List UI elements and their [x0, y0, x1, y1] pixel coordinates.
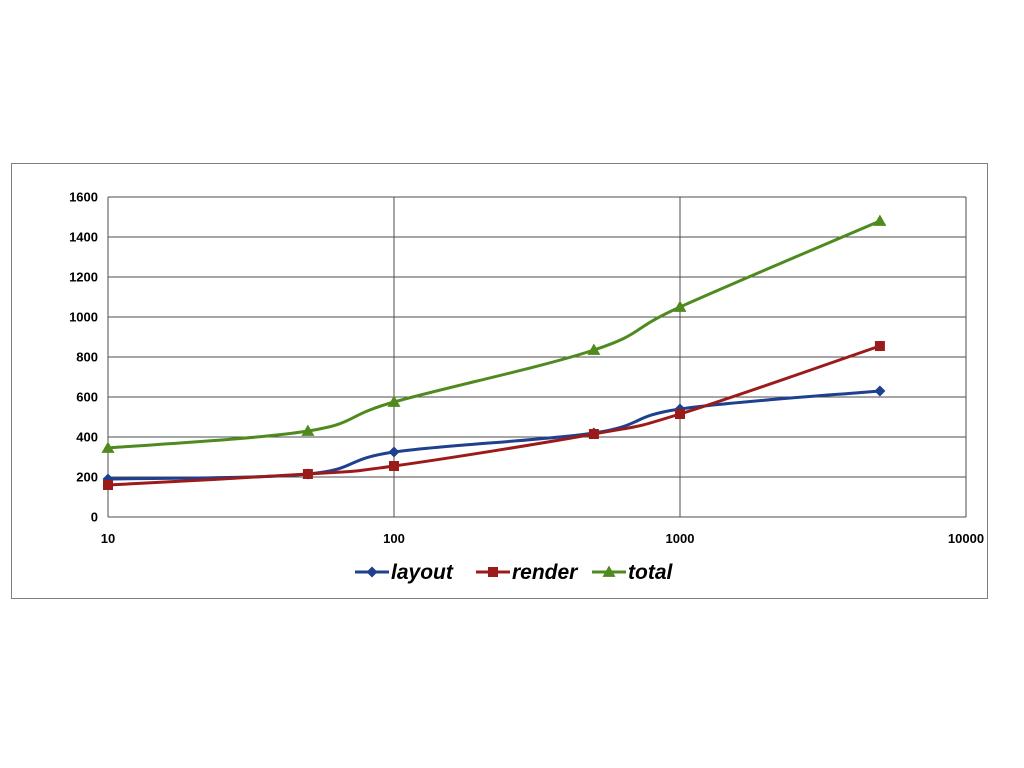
x-tick-label: 10000 [948, 531, 984, 546]
legend-entry-render: render [476, 561, 579, 584]
data-point-layout [388, 446, 400, 458]
legend-label: layout [391, 561, 454, 584]
x-tick-label: 1000 [666, 531, 695, 546]
y-tick-label: 1200 [69, 270, 98, 285]
series-line-total [106, 219, 882, 450]
legend-swatch-marker [488, 567, 498, 577]
legend-swatch-marker [602, 565, 616, 577]
series-line-render [106, 344, 882, 487]
series-lines [101, 214, 887, 490]
data-point-render [874, 341, 885, 351]
data-point-total [873, 214, 887, 226]
data-point-render [675, 409, 685, 419]
y-tick-label: 400 [76, 430, 98, 445]
legend-entry-layout: layout [355, 561, 454, 584]
x-tick-label: 10 [101, 531, 115, 546]
legend: layout render total [355, 561, 673, 584]
chart-frame: 0 200 400 600 800 1000 1200 1400 1600 10 100 1000 1… [11, 163, 988, 599]
data-point-total [387, 395, 401, 407]
x-axis-ticks: 10 100 1000 10000 [101, 531, 984, 546]
y-tick-label: 1000 [69, 310, 98, 325]
data-point-total [673, 300, 687, 312]
legend-label: render [512, 561, 579, 584]
y-tick-label: 800 [76, 350, 98, 365]
data-point-render [389, 461, 399, 471]
y-tick-label: 200 [76, 470, 98, 485]
y-tick-label: 0 [91, 510, 98, 525]
data-point-total [301, 424, 315, 436]
data-point-layout [874, 385, 886, 397]
legend-swatch-marker [366, 566, 378, 578]
data-point-render [588, 429, 599, 439]
series-total [101, 214, 887, 453]
legend-label: total [628, 561, 673, 584]
series-render [103, 341, 885, 490]
data-point-render [302, 469, 313, 479]
y-tick-label: 1400 [69, 230, 98, 245]
y-tick-label: 1600 [69, 190, 98, 205]
data-point-render [103, 480, 113, 490]
x-tick-label: 100 [383, 531, 405, 546]
data-point-total [587, 343, 601, 355]
data-point-total [101, 441, 115, 453]
legend-entry-total: total [592, 561, 673, 584]
y-axis-ticks: 0 200 400 600 800 1000 1200 1400 1600 [69, 190, 98, 525]
y-tick-label: 600 [76, 390, 98, 405]
